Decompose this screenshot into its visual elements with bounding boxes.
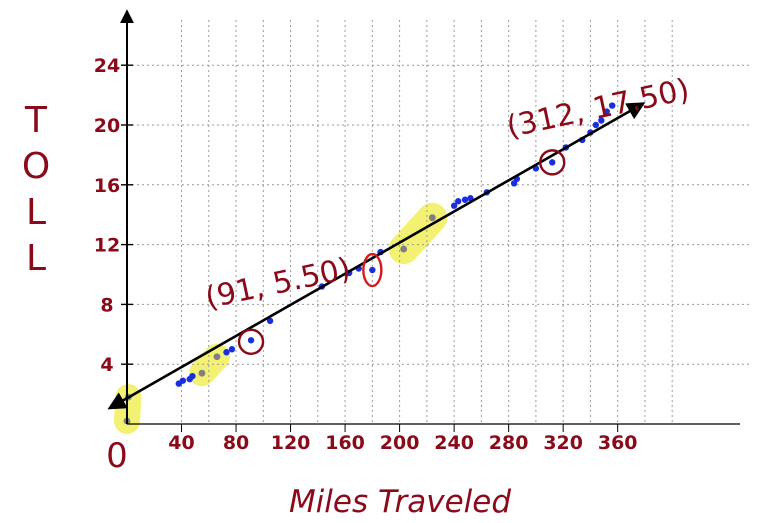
circled-point-marker: [237, 328, 265, 355]
circled-point-marker: [539, 149, 566, 176]
y-axis-label-letter: L: [26, 238, 46, 279]
y-tick-label: 20: [94, 115, 120, 137]
x-tick-label: 200: [380, 432, 420, 454]
x-tick-label: 240: [434, 432, 474, 454]
highlighted-data-point: [213, 353, 221, 361]
circled-point-marker: [362, 252, 383, 288]
data-point: [461, 196, 469, 203]
x-tick-label: 0: [106, 436, 128, 476]
x-tick-label: 360: [598, 432, 638, 454]
y-tick-label: 16: [94, 175, 120, 197]
data-point: [455, 198, 462, 205]
data-point: [549, 159, 556, 166]
point-annotation: (91, 5.50): [202, 251, 354, 316]
x-tick-label: 280: [489, 432, 529, 454]
y-axis-label-letter: L: [26, 192, 46, 233]
y-tick-label: 24: [94, 55, 120, 77]
y-axis-label-letter: O: [22, 146, 50, 187]
x-tick-label: 80: [223, 432, 249, 454]
x-tick-label: 160: [325, 432, 365, 454]
data-point: [228, 346, 236, 353]
data-point: [223, 349, 230, 356]
highlighted-data-point: [400, 245, 408, 253]
y-tick-label: 8: [100, 294, 113, 316]
highlighted-data-point: [198, 369, 206, 377]
x-tick-label: 120: [271, 432, 311, 454]
x-axis-label: Miles Traveled: [289, 484, 511, 520]
y-tick-label: 4: [100, 354, 113, 376]
x-tick-label: 40: [168, 432, 194, 454]
data-point: [247, 337, 255, 344]
point-annotation: (312, 17.50): [504, 72, 693, 145]
highlighted-data-point: [428, 214, 436, 222]
data-point: [179, 377, 187, 384]
y-tick-label: 12: [94, 235, 120, 257]
data-point: [369, 266, 376, 274]
x-tick-label: 320: [543, 432, 583, 454]
data-point: [189, 372, 196, 380]
y-axis-label-letter: T: [24, 100, 48, 141]
